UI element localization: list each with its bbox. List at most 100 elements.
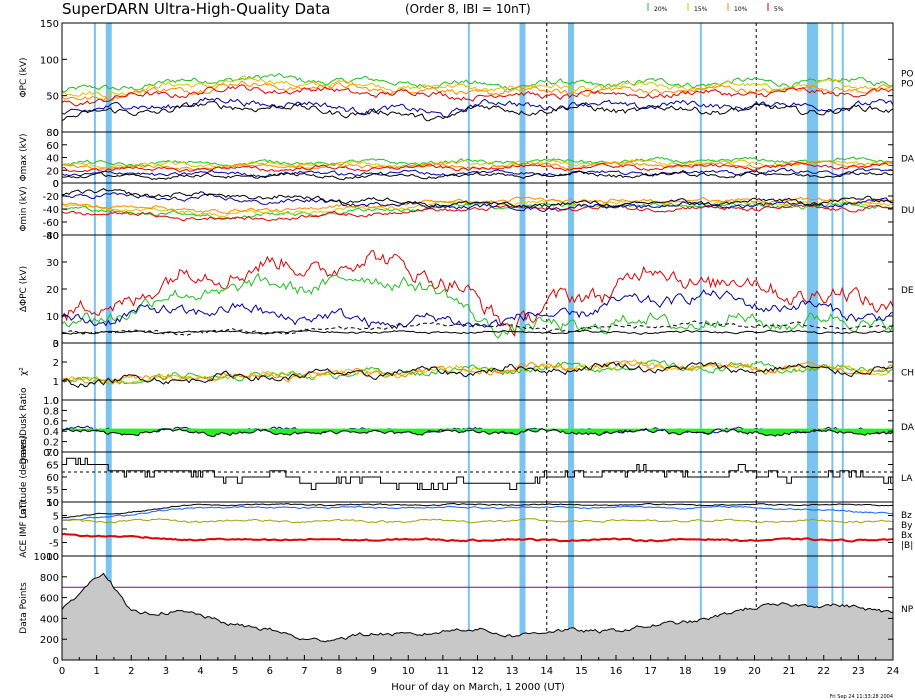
y-tick-label: 3 <box>53 339 59 350</box>
event-band <box>519 132 526 183</box>
event-band <box>519 452 526 502</box>
event-band <box>519 235 526 343</box>
series-line <box>62 188 893 209</box>
x-axis: 0 1 2 3 4 5 6 7 8 9 10 11 12 13 14 15 16 17 18 19 20 21 22 23 24 <box>59 655 899 677</box>
event-band <box>519 400 526 452</box>
plot-area <box>62 452 893 502</box>
y-tick-label: 50 <box>46 498 59 509</box>
x-tick-label: 19 <box>714 666 727 677</box>
x-tick-label: 18 <box>679 666 692 677</box>
event-band <box>105 452 112 502</box>
event-band <box>567 400 574 452</box>
event-band <box>812 400 819 452</box>
x-tick-label: 17 <box>644 666 657 677</box>
x-tick-label: 11 <box>437 666 450 677</box>
series-line <box>62 156 893 168</box>
event-band <box>105 400 112 452</box>
y-tick-label: 0 <box>53 128 59 139</box>
plot-area <box>62 502 893 556</box>
series-line <box>62 196 893 214</box>
event-band <box>105 23 112 132</box>
series-line <box>62 162 893 173</box>
series-line <box>62 167 893 178</box>
event-band <box>812 23 819 132</box>
y-tick-label: 0.8 <box>43 406 59 417</box>
y-tick-label: 0 <box>53 339 59 350</box>
x-tick-label: 22 <box>817 666 830 677</box>
panel-frame <box>61 399 894 453</box>
series-line <box>62 502 893 519</box>
y-tick-label: 0.0 <box>43 448 59 459</box>
event-band <box>812 183 819 235</box>
event-band <box>105 183 112 235</box>
x-tick-label: 16 <box>610 666 623 677</box>
event-band <box>567 132 574 183</box>
series-line <box>62 427 893 438</box>
y-axis-label: Φmax (kV) <box>19 134 29 182</box>
y-tick-label: -80 <box>43 231 59 242</box>
panel-right-label: PO <box>901 80 914 90</box>
x-tick-label: 21 <box>783 666 796 677</box>
y-tick-label: 30 <box>46 258 59 269</box>
y-tick-label: 0 <box>53 179 59 190</box>
y-tick-label: 1.0 <box>43 396 59 407</box>
series-line <box>62 518 893 524</box>
series-line <box>62 84 893 107</box>
series-line <box>62 97 893 119</box>
x-tick-label: 12 <box>471 666 484 677</box>
y-tick-label: 100 <box>40 55 59 66</box>
y-tick-label: -60 <box>43 218 59 229</box>
y-axis-label: Φmin (kV) <box>19 186 29 231</box>
panel-np: 1000 800 600 400 200 0 Data Points NP <box>19 552 914 667</box>
event-band <box>806 235 813 343</box>
x-axis-label: Hour of day on March, 1 2000 (UT) <box>391 682 565 693</box>
x-tick-label: 8 <box>336 666 342 677</box>
event-band <box>806 183 813 235</box>
y-tick-label: 60 <box>46 473 59 484</box>
y-tick-label: 0 <box>53 396 59 407</box>
event-band <box>806 343 813 400</box>
event-band <box>812 343 819 400</box>
y-tick-label: 2 <box>53 358 59 369</box>
series-fill <box>62 573 893 660</box>
event-band <box>519 183 526 235</box>
panel-right-label: Bx <box>901 531 913 541</box>
plot-area <box>62 235 893 343</box>
series-line <box>62 505 893 521</box>
event-band <box>567 502 574 556</box>
series-line <box>62 272 893 339</box>
event-band <box>519 502 526 556</box>
y-tick-label: 0 <box>53 179 59 190</box>
series-line <box>62 170 893 181</box>
y-tick-label: 1 <box>53 377 59 388</box>
y-tick-label: 400 <box>40 614 59 625</box>
panel-frame <box>61 501 894 557</box>
y-tick-label: 20 <box>46 285 59 296</box>
series-line <box>62 100 893 122</box>
plot-area <box>62 183 893 235</box>
timestamp: Fri Sep 24 11:33:28 2004 <box>830 694 893 700</box>
y-axis-label: χ² <box>19 367 29 376</box>
panel-delta_phi: 40 30 20 10 0 ΔΦPC (kV) DE <box>19 231 914 350</box>
panel-right-label: DU <box>901 206 915 216</box>
y-tick-label: 40 <box>46 231 59 242</box>
panel-right-label: CH <box>901 369 914 379</box>
legend-label: 15% <box>694 6 708 13</box>
panel-right-label: |B| <box>901 541 913 551</box>
series-line <box>62 72 893 93</box>
panel-chi2: 3 2 1 0 χ² CH <box>19 339 914 407</box>
panel-right-label: By <box>901 521 913 531</box>
legend-label: 10% <box>734 6 748 13</box>
event-band <box>519 23 526 132</box>
series-line <box>62 289 893 330</box>
x-tick-label: 7 <box>301 666 307 677</box>
panel-right-label: DE <box>901 286 914 296</box>
event-band <box>105 502 112 556</box>
series-line <box>62 572 893 643</box>
x-tick-label: 23 <box>852 666 865 677</box>
y-tick-label: 1000 <box>34 552 59 563</box>
series-line <box>62 204 893 222</box>
